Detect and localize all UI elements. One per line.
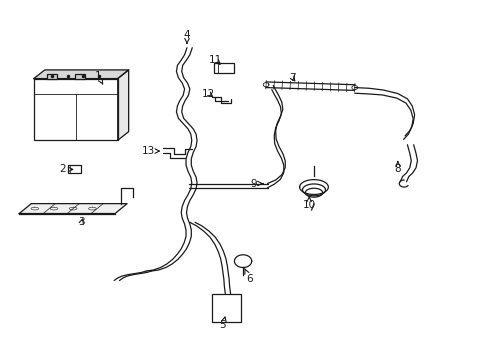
Text: 6: 6 [244, 269, 252, 284]
Text: 13: 13 [142, 146, 159, 156]
Bar [75, 74, 85, 78]
Polygon shape [19, 204, 127, 213]
Text: 12: 12 [202, 89, 215, 99]
Text: 4: 4 [183, 30, 190, 43]
Text: 2: 2 [59, 165, 73, 174]
Text: 7: 7 [288, 73, 295, 83]
Polygon shape [34, 70, 128, 78]
Bar [67, 165, 81, 172]
Text: 9: 9 [250, 179, 263, 189]
Text: 1: 1 [95, 71, 102, 84]
Text: 5: 5 [219, 317, 226, 330]
Bar [34, 78, 118, 140]
Text: 8: 8 [394, 161, 400, 174]
Bar [214, 63, 234, 73]
Polygon shape [118, 70, 128, 140]
Text: 11: 11 [209, 55, 222, 65]
Bar [211, 294, 240, 322]
Text: 10: 10 [302, 197, 315, 210]
Bar [47, 74, 57, 78]
Text: 3: 3 [78, 217, 85, 227]
